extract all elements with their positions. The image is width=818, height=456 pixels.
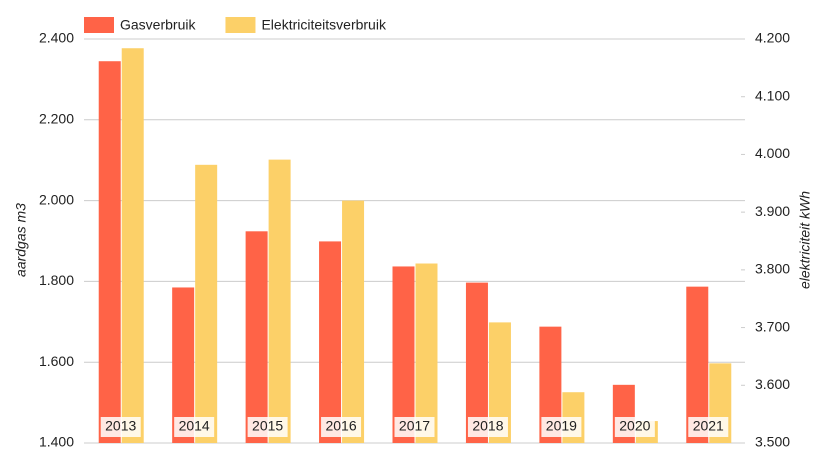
- x-tick-label: 2013: [105, 418, 136, 434]
- x-label-bg: [688, 417, 729, 437]
- y-tick-label: 1.400: [39, 434, 74, 450]
- bar: [465, 282, 488, 443]
- bar: [245, 231, 268, 443]
- x-label-bg: [541, 417, 582, 437]
- bar: [319, 241, 342, 443]
- bar: [98, 61, 121, 443]
- x-tick-label: 2014: [179, 418, 210, 434]
- x-tick-label: 2018: [472, 418, 503, 434]
- y2-tick-label: 4.000: [755, 145, 790, 161]
- bar: [686, 286, 709, 443]
- bar: [415, 263, 438, 443]
- x-tick-label: 2015: [252, 418, 283, 434]
- y2-tick-label: 3.800: [755, 261, 790, 277]
- y-tick-label: 2.200: [39, 111, 74, 127]
- x-label-bg: [614, 417, 655, 437]
- bar: [392, 266, 415, 443]
- y-tick-label: 1.800: [39, 272, 74, 288]
- y2-axis-title: elektriciteit kWh: [797, 191, 813, 289]
- y2-tick-label: 4.100: [755, 87, 790, 103]
- x-tick-label: 2019: [546, 418, 577, 434]
- x-tick-label: 2020: [619, 418, 650, 434]
- x-label-bg: [174, 417, 215, 437]
- y2-tick-label: 4.200: [755, 30, 790, 46]
- x-tick-label: 2016: [325, 418, 356, 434]
- y-axis-title: aardgas m3: [13, 203, 29, 277]
- y-tick-label: 2.000: [39, 191, 74, 207]
- x-label-bg: [247, 417, 288, 437]
- x-label-bg: [321, 417, 362, 437]
- y2-tick-label: 3.500: [755, 434, 790, 450]
- bar: [342, 200, 365, 443]
- y2-tick-label: 3.900: [755, 203, 790, 219]
- x-label-bg: [394, 417, 435, 437]
- x-label-bg: [467, 417, 508, 437]
- bar: [268, 159, 291, 443]
- bar: [195, 164, 218, 443]
- legend-label: Elektriciteitsverbruik: [261, 17, 386, 33]
- bar: [121, 48, 144, 444]
- y-tick-label: 1.600: [39, 353, 74, 369]
- x-tick-label: 2021: [693, 418, 724, 434]
- x-tick-label: 2017: [399, 418, 430, 434]
- legend-swatch: [225, 17, 256, 33]
- y2-tick-label: 3.600: [755, 376, 790, 392]
- y-tick-label: 2.400: [39, 30, 74, 46]
- legend-swatch: [84, 17, 114, 33]
- x-label-bg: [100, 417, 141, 437]
- legend-label: Gasverbruik: [120, 17, 196, 33]
- bar: [539, 326, 562, 443]
- y2-tick-label: 3.700: [755, 318, 790, 334]
- bar: [172, 287, 195, 443]
- bar: [488, 322, 511, 443]
